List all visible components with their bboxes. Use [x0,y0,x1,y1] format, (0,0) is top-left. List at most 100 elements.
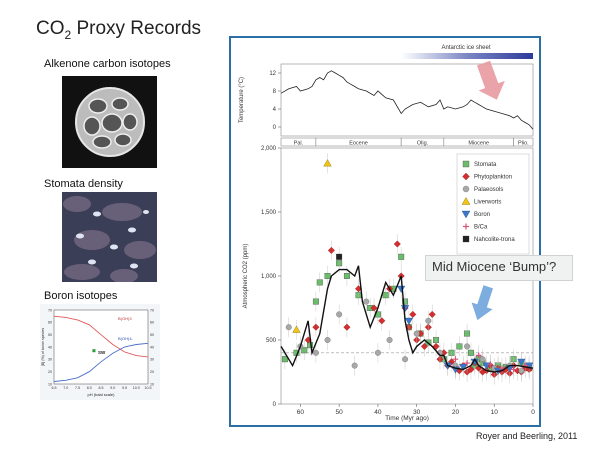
point-phytoplankton [428,310,436,318]
point-palaeosols [402,356,409,363]
point-palaeosols [386,337,393,343]
point-palaeosols [363,298,370,305]
point-palaeosols [464,343,471,350]
boron-ytick-right-label: 40 [150,345,154,349]
citation: Royer and Beerling, 2011 [476,431,578,441]
point-boron [401,305,410,313]
boron-ytick-left-label: 10 [48,382,52,386]
co2-ytick-label: 500 [266,338,277,344]
boron-ytick-right-label: 20 [150,370,154,374]
legend-label: B/Ca [474,225,488,231]
title-subscript: 2 [64,27,72,42]
legend-marker [463,223,469,230]
co2-ytick-label: 2,000 [261,146,277,152]
point-boron [517,358,526,366]
point-nahcolite-trona [336,253,343,260]
antarctic-ice-sheet-bar [401,53,533,59]
point-b-ca [464,360,470,366]
boron-ytick-right-label: 50 [150,333,154,337]
legend-marker [462,235,470,243]
boron-label: Boron isotopes [44,290,118,302]
sw-label: SW [98,350,106,355]
point-phytoplankton [420,342,428,350]
legend-label: Liverworts [474,200,501,206]
boron-ytick-left-label: 20 [48,370,52,374]
callout-text: Mid Miocene ‘Bump’? [432,259,557,274]
point-palaeosols [479,356,486,363]
boron-ylabel: [B] (%) of boron species [41,328,45,367]
title-text-suffix: Proxy Records [71,18,202,39]
legend-marker [462,185,470,193]
boron-xtick-label: 9.0 [110,386,115,390]
point-phytoplankton [343,323,351,331]
co2-xtick-label: 50 [336,409,344,416]
point-stomata [464,330,471,337]
point-stomata [456,343,463,350]
boron-xtick-label: 7.5 [75,386,80,390]
temperature-curve [280,70,534,130]
boron-ytick-left-label: 30 [48,358,52,362]
point-phytoplankton [370,304,378,312]
boron-xlabel: pH (total scale) [88,392,116,397]
legend-marker [461,210,471,219]
co2-xtick-label: 40 [374,409,382,416]
point-b-ca [510,366,517,373]
epoch-label: Olig. [417,141,429,147]
boron-ytick-left-label: 50 [48,333,52,337]
legend-label: Stomata [474,162,497,168]
boh4-label: B(OH)4- [118,336,134,341]
co2-axis-label: Atmospheric CO2 (ppm) [243,244,249,309]
point-palaeosols [413,330,420,337]
point-stomata [324,273,331,279]
co2-xtick-label: 20 [452,409,460,416]
boh3-label: B(OH)3 [118,316,132,321]
boron-curve-boh3 [53,315,149,358]
point-boron [404,317,413,325]
legend-marker [462,172,470,181]
legend-marker [461,197,471,205]
point-stomata [343,273,350,279]
point-phytoplankton [409,310,417,318]
legend-label: Phytoplankton [474,175,512,181]
point-boron [459,363,468,371]
boron-curve-boh4 [53,342,149,382]
boron-xtick-label: 8.0 [87,386,92,390]
point-phytoplankton [378,317,386,325]
legend-label: Boron [474,212,490,218]
boron-xtick-label: 6.5 [52,386,57,390]
coccolith-image [62,76,157,168]
co2-xtick-label: 30 [413,409,421,416]
point-phytoplankton [393,240,401,248]
boron-xtick-label: 7.0 [63,386,68,390]
point-liverworts [292,325,301,333]
co2-figure-frame: Antarctic ice sheet 0 4 8 12 Temperature (°… [229,36,541,427]
co2-xtick-label: 10 [491,409,499,416]
point-palaeosols [425,317,432,324]
stomata-image [62,192,157,282]
boron-ytick-right-label: 60 [150,321,154,325]
stomata-label: Stomata density [44,178,123,190]
point-stomata [301,347,308,354]
point-stomata [382,292,389,299]
boron-xtick-label: 10.5 [145,386,152,390]
blue-arrow [471,285,494,321]
legend-marker [462,160,470,168]
temp-ytick-label: 0 [273,125,277,131]
epoch-label: Miocene [468,141,489,147]
pink-arrow [476,60,505,100]
co2-ytick-label: 1,000 [261,274,277,280]
boron-ytick-right-label: 70 [150,308,154,312]
point-palaeosols [324,337,331,343]
boron-ytick-right-label: 10 [150,382,154,386]
point-palaeosols [374,349,381,356]
boron-ytick-left-label: 60 [48,321,52,325]
point-palaeosols [312,349,319,356]
point-stomata [312,298,319,305]
co2-ytick-label: 1,500 [261,210,277,216]
point-phytoplankton [312,323,320,331]
point-stomata [398,253,405,260]
epoch-label: Eocene [349,141,368,147]
slide-title: CO2 Proxy Records [36,18,201,42]
alkenone-label: Alkenone carbon isotopes [44,58,171,70]
point-b-ca [487,361,494,368]
